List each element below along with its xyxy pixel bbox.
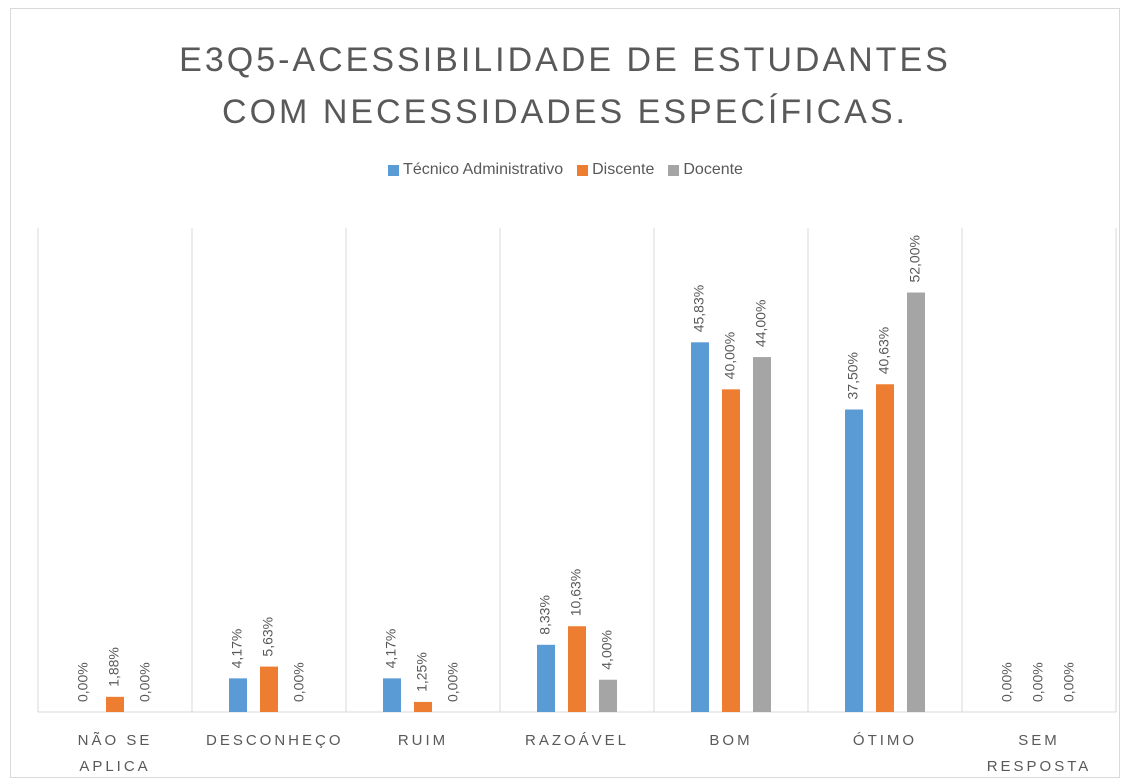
legend-item: Discente xyxy=(577,161,654,179)
bar xyxy=(229,678,247,712)
x-tick-label: ÓTIMO xyxy=(852,732,918,749)
chart-title: E3Q5-ACESSIBILIDADE DE ESTUDANTES COM NE… xyxy=(179,41,951,131)
legend-item: Técnico Administrativo xyxy=(388,161,563,179)
data-label: 52,00% xyxy=(907,235,923,282)
legend-label: Docente xyxy=(683,161,743,178)
bar xyxy=(106,696,124,712)
data-label: 37,50% xyxy=(845,352,861,399)
legend-label: Discente xyxy=(592,161,655,178)
bar xyxy=(845,409,863,712)
legend-swatch xyxy=(668,164,680,176)
data-label: 4,17% xyxy=(383,629,399,669)
data-label: 4,00% xyxy=(599,630,615,670)
data-label: 40,63% xyxy=(876,327,892,374)
x-tick-label: RUIM xyxy=(397,732,449,749)
bar xyxy=(414,701,432,712)
data-label: 1,88% xyxy=(106,647,122,687)
legend-swatch xyxy=(577,164,589,176)
bar xyxy=(260,666,278,712)
data-label: 40,00% xyxy=(722,332,738,379)
bar xyxy=(722,389,740,712)
legend: Técnico Administrativo Discente Docente xyxy=(0,161,1131,179)
data-label: 0,00% xyxy=(137,662,153,702)
data-label: 1,25% xyxy=(414,652,430,692)
data-label: 8,33% xyxy=(537,595,553,635)
data-label: 45,83% xyxy=(691,285,707,332)
x-tick-label: NÃO SE APLICA xyxy=(77,732,153,775)
x-tick-label: SEM RESPOSTA xyxy=(986,732,1092,775)
data-label: 0,00% xyxy=(445,662,461,702)
bar xyxy=(568,626,586,712)
data-label: 0,00% xyxy=(999,662,1015,702)
bar xyxy=(383,678,401,712)
data-label: 4,17% xyxy=(229,629,245,669)
bar xyxy=(907,292,925,712)
bar xyxy=(599,679,617,712)
bar xyxy=(753,357,771,712)
bar xyxy=(876,384,894,712)
x-tick-label: BOM xyxy=(709,732,753,749)
legend-swatch xyxy=(388,164,400,176)
data-label: 0,00% xyxy=(1061,662,1077,702)
x-tick-label: DESCONHEÇO xyxy=(206,732,344,749)
data-label: 5,63% xyxy=(260,617,276,657)
bar xyxy=(691,342,709,712)
data-label: 0,00% xyxy=(1030,662,1046,702)
legend-item: Docente xyxy=(668,161,743,179)
data-label: 0,00% xyxy=(75,662,91,702)
data-label: 0,00% xyxy=(291,662,307,702)
chart-frame xyxy=(10,8,1120,778)
data-label: 10,63% xyxy=(568,569,584,616)
bar xyxy=(537,644,555,712)
x-tick-label: RAZOÁVEL xyxy=(524,732,630,749)
legend-label: Técnico Administrativo xyxy=(403,161,564,178)
data-label: 44,00% xyxy=(753,300,769,347)
